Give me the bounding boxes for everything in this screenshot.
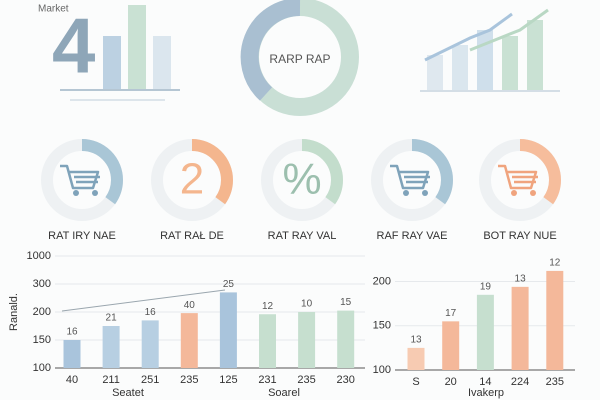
big-number: 4 bbox=[52, 2, 95, 90]
y-tick-label: 100 bbox=[33, 362, 51, 374]
y-tick-label: 150 bbox=[373, 320, 391, 332]
dial-arc bbox=[479, 139, 561, 221]
bar bbox=[259, 314, 276, 368]
bar-annotation: 21 bbox=[106, 313, 118, 324]
x-tick-label: 14 bbox=[479, 376, 491, 388]
y-axis-label: Ranald. bbox=[8, 293, 20, 331]
deco-arrow bbox=[469, 8, 549, 52]
dial-arc bbox=[261, 139, 343, 221]
cart-wheel bbox=[92, 190, 98, 196]
dial-center-text: % bbox=[282, 155, 321, 204]
bar-annotation: 13 bbox=[410, 335, 422, 346]
bar bbox=[407, 347, 425, 370]
bar bbox=[102, 326, 120, 368]
cart-icon bbox=[390, 164, 430, 190]
bar-annotation: 12 bbox=[262, 301, 274, 312]
cart-wheel bbox=[403, 190, 409, 196]
deco-trend bbox=[61, 289, 226, 312]
cart-wheel bbox=[422, 190, 428, 196]
x-tick-label: 40 bbox=[66, 374, 78, 386]
cart-wheel bbox=[511, 190, 517, 196]
x-tick-label: 251 bbox=[141, 374, 159, 386]
x-tick-label: 231 bbox=[258, 374, 276, 386]
x-tick-label: 20 bbox=[445, 376, 457, 388]
bar-annotation: 10 bbox=[301, 299, 313, 310]
x-tick-label: 235 bbox=[180, 374, 198, 386]
bar-annotation: 17 bbox=[445, 308, 457, 319]
bar bbox=[546, 270, 564, 370]
dial-label: RAT IRY NAE bbox=[48, 230, 116, 242]
bar-annotation: 13 bbox=[515, 273, 527, 284]
cart-wheel bbox=[73, 190, 79, 196]
dial-center-text: 2 bbox=[180, 155, 204, 204]
bar-annotation: 25 bbox=[223, 279, 235, 290]
donut-label: RARP RAP bbox=[269, 52, 330, 66]
bar bbox=[337, 310, 355, 368]
bar bbox=[442, 321, 460, 370]
bar-annotation: 16 bbox=[66, 327, 78, 338]
x-tick-label: 211 bbox=[102, 374, 120, 386]
bar bbox=[476, 294, 494, 370]
x-axis-label: Soarel bbox=[268, 387, 300, 399]
bar bbox=[63, 340, 81, 368]
x-tick-label: 235 bbox=[546, 376, 564, 388]
bar-annotation: 40 bbox=[184, 300, 196, 311]
x-tick-label: 230 bbox=[337, 374, 355, 386]
bar-annotation: 15 bbox=[340, 297, 352, 308]
cart-icon bbox=[60, 164, 100, 190]
dial-label: RAT RAŁ DE bbox=[160, 230, 224, 242]
deco-bar bbox=[103, 36, 121, 90]
x-tick-label: S bbox=[412, 376, 419, 388]
bar-annotation: 12 bbox=[549, 258, 561, 269]
dial-label: RAF RAY VAE bbox=[377, 230, 448, 242]
bar-annotation: 19 bbox=[480, 281, 492, 292]
deco-bar bbox=[153, 36, 171, 90]
y-tick-label: 1000 bbox=[27, 250, 51, 262]
x-tick-label: 125 bbox=[219, 374, 237, 386]
deco-bar bbox=[427, 55, 443, 90]
deco-bar bbox=[502, 36, 518, 90]
dial-label: BOT RAY NUE bbox=[483, 230, 556, 242]
dial-arc bbox=[371, 139, 453, 221]
y-tick-label: 300 bbox=[33, 278, 51, 290]
y-tick-label: 200 bbox=[373, 275, 391, 287]
cart-wheel bbox=[530, 190, 536, 196]
dial-label: RAT RAY VAL bbox=[268, 230, 337, 242]
bar bbox=[511, 286, 529, 370]
bar bbox=[298, 312, 316, 368]
bar bbox=[180, 313, 198, 368]
dial-arc bbox=[151, 139, 233, 221]
deco-bar bbox=[452, 45, 468, 90]
bar bbox=[219, 292, 237, 368]
bar-annotation: 16 bbox=[145, 307, 157, 318]
header-label: Market bbox=[38, 4, 69, 15]
deco-arrow bbox=[424, 12, 513, 62]
deco-bar bbox=[527, 20, 543, 90]
x-tick-label: 224 bbox=[511, 376, 529, 388]
deco-bar bbox=[128, 5, 146, 90]
x-tick-label: 235 bbox=[297, 374, 315, 386]
bar bbox=[141, 320, 159, 368]
deco-bar bbox=[477, 30, 493, 90]
y-tick-label: 200 bbox=[33, 306, 51, 318]
dial-arc bbox=[41, 139, 123, 221]
cart-icon bbox=[498, 164, 538, 190]
y-tick-label: 150 bbox=[33, 334, 51, 346]
y-tick-label: 100 bbox=[373, 364, 391, 376]
x-axis-label: Ivakerp bbox=[468, 387, 504, 399]
x-axis-label: Seatet bbox=[112, 387, 144, 399]
donut-segment bbox=[240, 0, 301, 101]
